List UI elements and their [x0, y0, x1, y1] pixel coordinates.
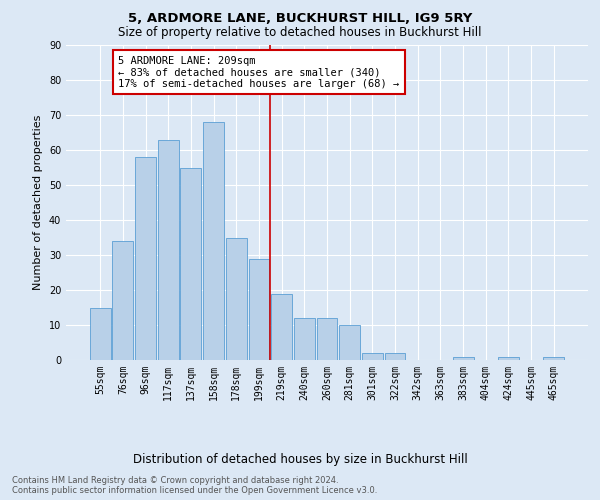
Text: 5, ARDMORE LANE, BUCKHURST HILL, IG9 5RY: 5, ARDMORE LANE, BUCKHURST HILL, IG9 5RY [128, 12, 472, 26]
Bar [226, 238, 247, 360]
Bar [294, 318, 315, 360]
Bar [452, 356, 473, 360]
Bar [90, 308, 110, 360]
Bar [544, 356, 564, 360]
Bar [385, 353, 406, 360]
Bar [498, 356, 519, 360]
Y-axis label: Number of detached properties: Number of detached properties [33, 115, 43, 290]
Bar [112, 241, 133, 360]
Bar [158, 140, 179, 360]
Text: Size of property relative to detached houses in Buckhurst Hill: Size of property relative to detached ho… [118, 26, 482, 39]
Bar [135, 157, 156, 360]
Bar [248, 258, 269, 360]
Bar [317, 318, 337, 360]
Text: Distribution of detached houses by size in Buckhurst Hill: Distribution of detached houses by size … [133, 452, 467, 466]
Text: Contains HM Land Registry data © Crown copyright and database right 2024.
Contai: Contains HM Land Registry data © Crown c… [12, 476, 377, 495]
Bar [362, 353, 383, 360]
Bar [339, 325, 360, 360]
Bar [203, 122, 224, 360]
Bar [181, 168, 202, 360]
Text: 5 ARDMORE LANE: 209sqm
← 83% of detached houses are smaller (340)
17% of semi-de: 5 ARDMORE LANE: 209sqm ← 83% of detached… [118, 56, 400, 88]
Bar [271, 294, 292, 360]
